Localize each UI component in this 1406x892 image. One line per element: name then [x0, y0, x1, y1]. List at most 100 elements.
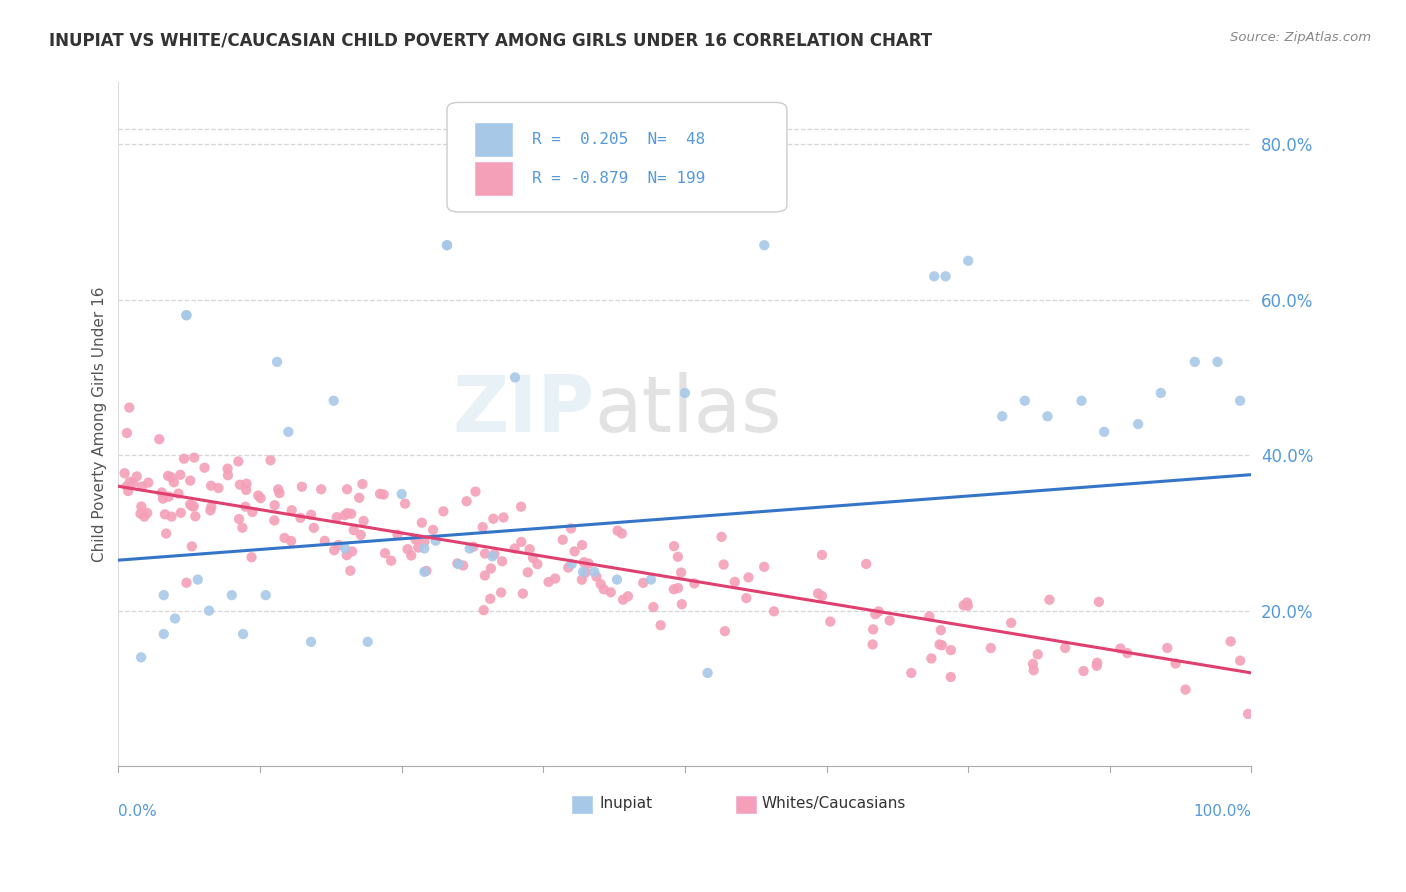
Point [519, 542, 541, 557]
Point [352, 477, 374, 491]
Point [1184, 355, 1206, 369]
Point [1116, 646, 1139, 660]
Point [610, 526, 633, 541]
FancyBboxPatch shape [735, 796, 756, 813]
Point [157, 490, 180, 504]
Point [326, 510, 349, 524]
Point [471, 520, 494, 534]
Point [231, 521, 253, 535]
Point [302, 521, 325, 535]
Point [617, 589, 640, 603]
Point [451, 558, 474, 573]
Point [157, 469, 180, 483]
Point [254, 588, 277, 602]
Point [136, 506, 159, 520]
Point [269, 486, 291, 500]
Point [1219, 634, 1241, 648]
Point [606, 524, 628, 538]
Point [247, 489, 270, 503]
Point [309, 483, 332, 497]
Point [193, 460, 215, 475]
FancyBboxPatch shape [572, 796, 592, 813]
Point [115, 479, 138, 493]
Point [458, 541, 481, 556]
Point [176, 308, 198, 322]
Point [820, 615, 842, 629]
Point [1150, 386, 1173, 401]
Point [1070, 393, 1092, 408]
Text: Inupiat: Inupiat [600, 797, 654, 812]
Point [669, 566, 692, 580]
Point [464, 484, 486, 499]
Point [572, 555, 595, 569]
Point [167, 486, 190, 500]
Point [176, 575, 198, 590]
Point [714, 624, 737, 639]
Point [1126, 417, 1149, 431]
Point [249, 491, 271, 505]
Point [387, 527, 409, 541]
Point [957, 253, 980, 268]
Point [179, 498, 201, 512]
Point [198, 604, 221, 618]
Point [1000, 615, 1022, 630]
Point [696, 665, 718, 680]
Point [200, 500, 222, 514]
Point [413, 541, 436, 556]
Point [865, 607, 887, 622]
Point [1092, 425, 1115, 439]
Point [118, 475, 141, 489]
Point [228, 454, 250, 468]
Point [169, 467, 191, 482]
Point [754, 238, 776, 252]
Point [762, 604, 785, 618]
FancyBboxPatch shape [475, 123, 512, 156]
Point [1022, 657, 1045, 671]
Point [503, 370, 526, 384]
Point [522, 551, 544, 566]
Point [280, 534, 302, 549]
Point [956, 599, 979, 613]
Point [114, 467, 136, 481]
Point [432, 504, 454, 518]
Point [280, 503, 302, 517]
Point [357, 635, 380, 649]
Point [399, 549, 422, 563]
Point [643, 600, 665, 615]
Text: 0.0%: 0.0% [118, 804, 157, 819]
Point [323, 543, 346, 558]
Text: R = -0.879  N= 199: R = -0.879 N= 199 [531, 171, 706, 186]
Point [340, 544, 363, 558]
Point [939, 643, 962, 657]
Point [735, 591, 758, 606]
Point [481, 549, 503, 564]
FancyBboxPatch shape [447, 103, 787, 212]
Point [956, 595, 979, 609]
Point [368, 487, 391, 501]
Point [900, 665, 922, 680]
Point [415, 564, 437, 578]
Point [456, 494, 478, 508]
Point [560, 521, 582, 535]
Point [589, 577, 612, 591]
Text: ZIP: ZIP [453, 372, 595, 449]
Point [314, 533, 336, 548]
Point [263, 513, 285, 527]
Point [322, 393, 344, 408]
Point [612, 592, 634, 607]
Text: Source: ZipAtlas.com: Source: ZipAtlas.com [1230, 31, 1371, 45]
Point [754, 559, 776, 574]
Point [153, 508, 176, 522]
Point [240, 550, 263, 565]
Point [920, 651, 942, 665]
Point [1206, 355, 1229, 369]
Point [180, 540, 202, 554]
Point [217, 468, 239, 483]
Point [232, 627, 254, 641]
Point [259, 453, 281, 467]
Point [380, 554, 402, 568]
Point [152, 588, 174, 602]
Point [374, 546, 396, 560]
Point [510, 535, 533, 549]
Point [200, 479, 222, 493]
